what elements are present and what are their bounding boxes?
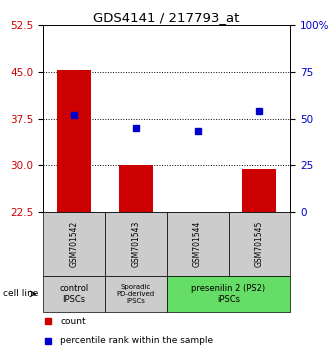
Text: GSM701543: GSM701543 (131, 221, 140, 268)
Text: control
IPSCs: control IPSCs (59, 284, 88, 303)
Bar (228, 212, 290, 276)
Bar (43, 276, 105, 312)
Text: count: count (60, 317, 86, 326)
Text: GSM701545: GSM701545 (255, 221, 264, 268)
Text: GSM701544: GSM701544 (193, 221, 202, 268)
Bar (105, 276, 167, 312)
Text: presenilin 2 (PS2)
iPSCs: presenilin 2 (PS2) iPSCs (191, 284, 266, 303)
Text: cell line: cell line (3, 289, 39, 298)
Bar (167, 276, 290, 312)
Bar (57, 70, 91, 212)
Text: GSM701542: GSM701542 (69, 221, 78, 267)
Bar (105, 212, 167, 276)
Bar (167, 212, 228, 276)
Text: Sporadic
PD-derived
iPSCs: Sporadic PD-derived iPSCs (116, 284, 155, 304)
Title: GDS4141 / 217793_at: GDS4141 / 217793_at (93, 11, 240, 24)
Bar (243, 169, 277, 212)
Bar (43, 212, 105, 276)
Bar (119, 165, 153, 212)
Text: percentile rank within the sample: percentile rank within the sample (60, 336, 214, 345)
